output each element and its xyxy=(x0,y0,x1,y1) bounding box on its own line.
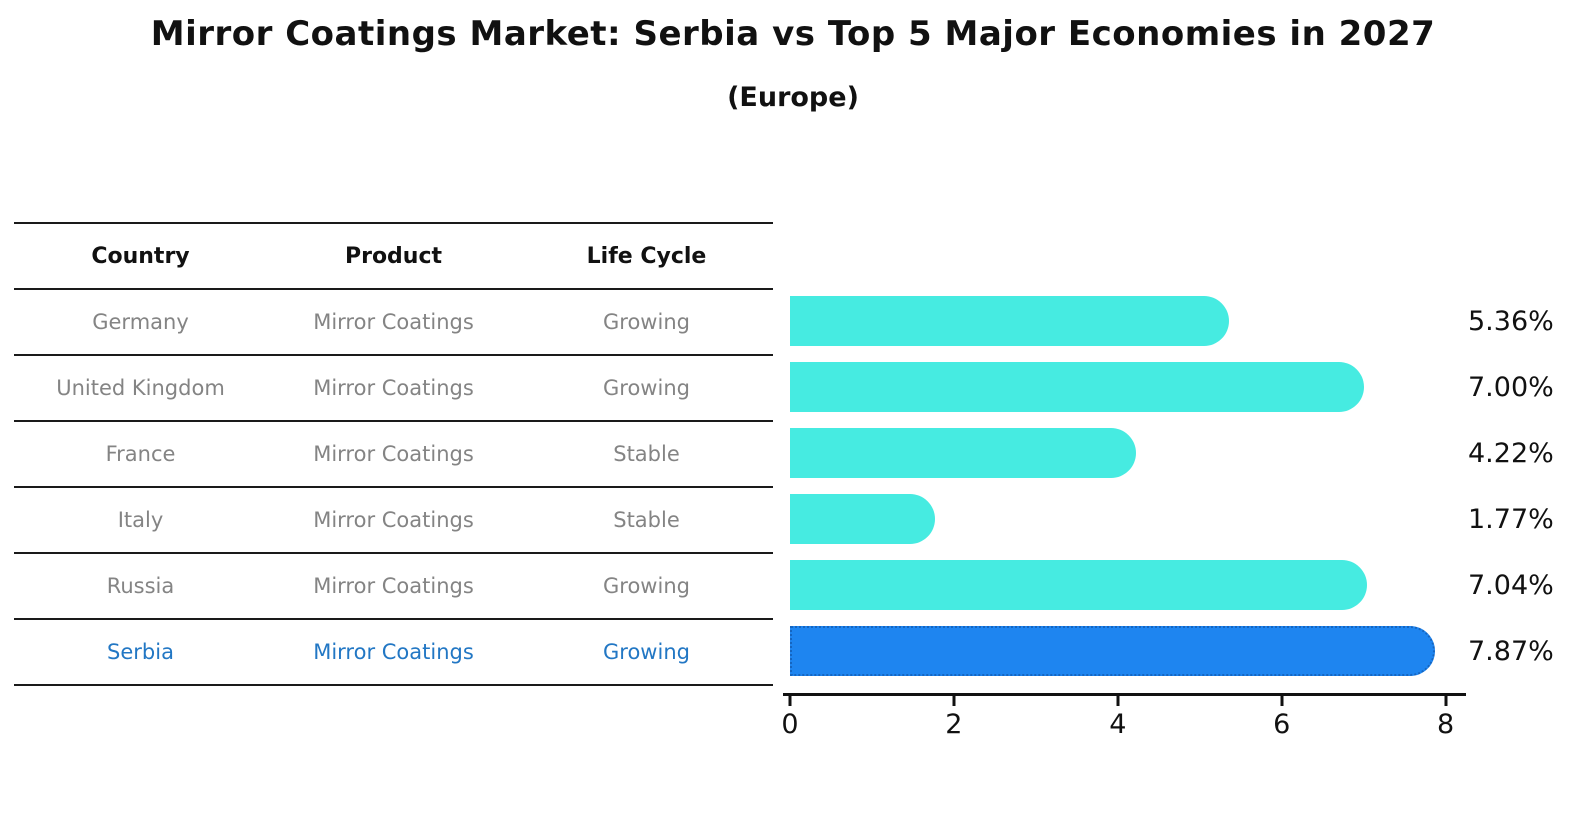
table-cell-life-cycle: Growing xyxy=(603,310,690,334)
table-cell-product: Mirror Coatings xyxy=(313,376,474,400)
x-axis-tick xyxy=(1280,696,1284,706)
header-cell-country: Country xyxy=(91,243,190,269)
header-cell-product: Product xyxy=(344,243,443,269)
bar-italy xyxy=(790,494,936,544)
table-cell-life-cycle: Growing xyxy=(603,640,690,664)
table-row-italy: Italy Mirror Coatings Stable xyxy=(14,488,773,554)
value-label-russia: 7.04% xyxy=(1468,569,1554,601)
bar-united-kingdom xyxy=(790,362,1364,412)
x-axis-line xyxy=(783,693,1466,696)
x-axis-tick xyxy=(1116,696,1120,706)
table-cell-life-cycle: Growing xyxy=(603,376,690,400)
table-cell-life-cycle: Stable xyxy=(613,442,680,466)
table-cell-life-cycle: Growing xyxy=(603,574,690,598)
table-cell-country: United Kingdom xyxy=(56,376,225,400)
table-cell-country: Italy xyxy=(117,508,164,532)
x-axis-ticks: 0 2 4 6 8 xyxy=(781,696,1462,756)
table-cell-product: Mirror Coatings xyxy=(313,640,474,664)
x-axis-tick-label: 2 xyxy=(945,709,963,740)
table-header-row: Country Product Life Cycle xyxy=(14,224,773,290)
table-cell-country: Germany xyxy=(92,310,189,334)
country-table: Country Product Life Cycle Germany Mirro… xyxy=(14,222,773,686)
value-label-germany: 5.36% xyxy=(1468,305,1554,337)
bar-serbia xyxy=(790,626,1435,676)
table-row-france: France Mirror Coatings Stable xyxy=(14,422,773,488)
table-cell-product: Mirror Coatings xyxy=(313,442,474,466)
x-axis-tick xyxy=(952,696,956,706)
table-row-serbia: Serbia Mirror Coatings Growing xyxy=(14,620,773,686)
x-axis-tick-label: 8 xyxy=(1437,709,1455,740)
table-row-russia: Russia Mirror Coatings Growing xyxy=(14,554,773,620)
x-axis-tick xyxy=(788,696,792,706)
table-cell-product: Mirror Coatings xyxy=(313,508,474,532)
x-axis-tick-label: 0 xyxy=(781,709,799,740)
table-cell-product: Mirror Coatings xyxy=(313,310,474,334)
table-cell-country: Russia xyxy=(106,574,175,598)
value-label-italy: 1.77% xyxy=(1468,503,1554,535)
x-axis-tick-label: 6 xyxy=(1273,709,1291,740)
table-cell-country: France xyxy=(105,442,176,466)
table-row-germany: Germany Mirror Coatings Growing xyxy=(14,290,773,356)
bar-russia xyxy=(790,560,1367,610)
table-cell-country: Serbia xyxy=(107,640,174,664)
value-label-united-kingdom: 7.00% xyxy=(1468,371,1554,403)
bar-plot-area xyxy=(790,288,1462,684)
x-axis-tick-label: 4 xyxy=(1109,709,1127,740)
table-row-united-kingdom: United Kingdom Mirror Coatings Growing xyxy=(14,356,773,422)
value-label-france: 4.22% xyxy=(1468,437,1554,469)
chart-subtitle: (Europe) xyxy=(727,82,859,113)
bar-germany xyxy=(790,296,1230,346)
chart-title: Mirror Coatings Market: Serbia vs Top 5 … xyxy=(150,14,1436,54)
value-label-serbia: 7.87% xyxy=(1468,635,1554,667)
table-cell-life-cycle: Stable xyxy=(613,508,680,532)
x-axis-tick xyxy=(1444,696,1448,706)
header-cell-life-cycle: Life Cycle xyxy=(586,243,707,269)
bar-france xyxy=(790,428,1136,478)
table-cell-product: Mirror Coatings xyxy=(313,574,474,598)
table-body: Germany Mirror Coatings Growing United K… xyxy=(14,290,773,686)
